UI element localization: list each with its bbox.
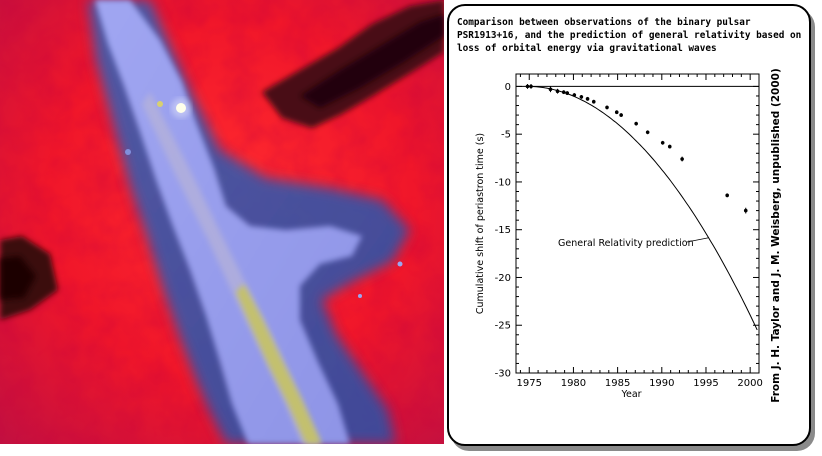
observation-point (619, 113, 623, 117)
filament-bright-core (236, 284, 322, 444)
observation-point (660, 140, 665, 145)
observation-point (565, 91, 570, 95)
point-source (125, 149, 131, 155)
observation-point (529, 84, 533, 89)
observation-point (525, 84, 530, 89)
x-tick-label: 1990 (649, 378, 674, 389)
x-axis-label: Year (620, 389, 641, 400)
x-tick-label: 2000 (737, 378, 762, 389)
simulation-image (0, 0, 444, 444)
point-source (157, 101, 163, 107)
caption-line: Comparison between observations of the b… (457, 17, 751, 28)
x-tick-label: 1975 (517, 378, 542, 389)
prediction-annotation: General Relativity prediction (558, 238, 694, 249)
observation-point (579, 95, 584, 99)
observation-point (743, 208, 748, 213)
periastron-shift-chart: 1975 1980 1985 1990 1995 2000 0 -5 -10 -15 -20 -25 -… (495, 73, 763, 389)
bright-point-glow (171, 98, 191, 118)
y-tick-label: -5 (501, 130, 511, 141)
y-tick-label: -30 (495, 369, 511, 380)
observation-point (634, 121, 638, 126)
observation-point (725, 193, 729, 198)
observation-point (555, 89, 560, 93)
dark-cloud-left-core (0, 256, 36, 300)
observation-point (667, 144, 672, 149)
observation-point (614, 110, 619, 115)
prediction-curve (527, 85, 758, 331)
plot-frame (515, 73, 760, 374)
y-tick-label: -20 (495, 273, 511, 284)
point-source (397, 261, 403, 267)
dark-cloud-upper-right-core (300, 14, 444, 108)
x-tick-label: 1995 (693, 378, 718, 389)
observation-point (572, 93, 577, 97)
y-tick-label: -25 (495, 321, 511, 332)
annotation-leader (686, 237, 709, 243)
y-tick-label: -10 (495, 177, 511, 188)
observation-point (591, 99, 596, 104)
annotation-panel: Comparison between observations of the b… (447, 4, 811, 446)
observation-point (548, 87, 553, 92)
observation-point (585, 97, 590, 101)
x-tick-label: 1985 (605, 378, 630, 389)
credit-text: From J. H. Taylor and J. M. Weisberg, un… (770, 68, 782, 403)
y-tick-label: 0 (505, 82, 511, 93)
point-source (358, 294, 362, 298)
y-axis-label: Cumulative shift of periastron time (s) (475, 133, 486, 314)
observation-point (605, 105, 609, 110)
y-tick-label: -15 (495, 225, 511, 236)
observation-point (561, 90, 566, 94)
filament-core (95, 0, 362, 444)
x-tick-label: 1980 (561, 378, 586, 389)
observation-point (645, 130, 650, 135)
observation-point (680, 157, 684, 161)
caption-line: loss of orbital energy via gravitational… (457, 43, 717, 54)
caption-line: PSR1913+16, and the prediction of genera… (457, 30, 801, 41)
